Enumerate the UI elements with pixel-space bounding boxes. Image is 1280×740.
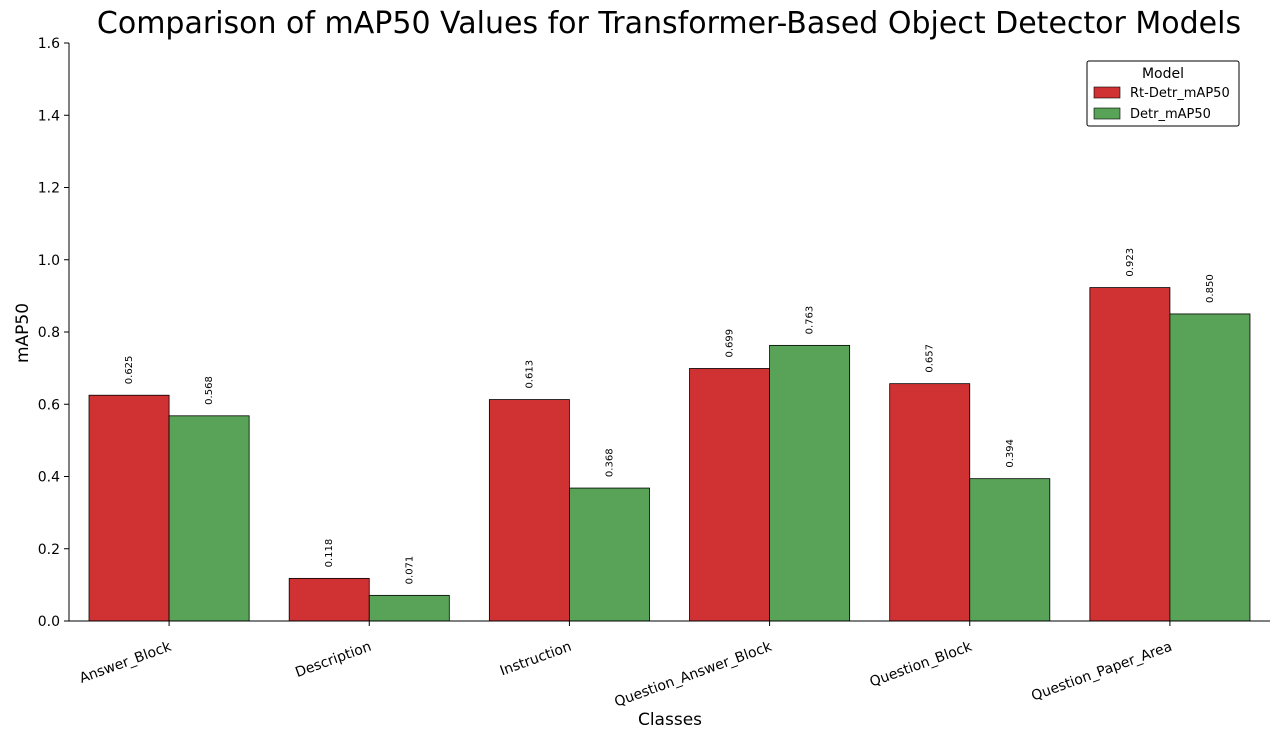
y-axis-label: mAP50	[13, 303, 33, 363]
y-tick-label: 1.6	[38, 36, 60, 52]
y-tick-label: 0.8	[38, 325, 60, 341]
bar-detr-instruction	[569, 487, 650, 622]
bar-value-label: 0.850	[1205, 274, 1216, 303]
y-tick-label: 1.0	[38, 253, 60, 269]
x-axis: Answer_Block Description Instruction Questi…	[77, 621, 1174, 711]
bar-value-label: 0.394	[1005, 439, 1016, 468]
bar-detr-answer_block	[168, 415, 250, 622]
bar-value-label: 0.657	[925, 344, 936, 373]
legend-label-rt-detr: Rt-Detr_mAP50	[1130, 86, 1230, 101]
bar-value-label: 0.568	[204, 376, 215, 405]
bar-rt-detr-question_block	[889, 383, 971, 622]
chart-title: Comparison of mAP50 Values for Transform…	[97, 6, 1241, 41]
bar-value-label: 0.923	[1125, 248, 1136, 277]
bar-rt-detr-answer_block	[88, 394, 170, 622]
x-axis-label: Classes	[638, 710, 702, 730]
y-tick-label: 0.4	[38, 470, 60, 486]
bar-rt-detr-instruction	[488, 399, 570, 622]
bar-value-label: 0.763	[805, 306, 816, 335]
bar-rt-detr-description	[288, 577, 370, 622]
bar-detr-description	[368, 594, 450, 622]
bar-value-label: 0.071	[404, 556, 415, 585]
legend: Model Rt-Detr_mAP50 Detr_mAP50	[1086, 60, 1240, 127]
bar-value-label: 0.625	[124, 356, 135, 385]
x-tick-label: Description	[293, 639, 373, 681]
legend-swatch-rt-detr	[1093, 86, 1121, 99]
bars-group	[88, 287, 1251, 622]
bar-value-label: 0.368	[604, 448, 615, 477]
y-tick-label: 0.6	[38, 397, 60, 413]
bar-rt-detr-question_paper_area	[1089, 287, 1171, 622]
y-tick-label: 0.2	[38, 542, 60, 558]
bar-value-label: 0.613	[524, 360, 535, 389]
bar-value-label: 0.118	[324, 539, 335, 568]
legend-title: Model	[1142, 66, 1184, 82]
bar-detr-question_answer_block	[769, 344, 851, 622]
legend-box	[1086, 60, 1240, 127]
y-axis: 0.0 0.2 0.4 0.6 0.8 1.0 1.2 1.4 1.6	[38, 36, 69, 630]
x-tick-label: Answer_Block	[77, 638, 174, 686]
x-tick-label: Question_Block	[868, 638, 975, 690]
y-tick-label: 1.2	[38, 181, 60, 197]
y-tick-label: 0.0	[38, 614, 60, 630]
x-tick-label: Question_Answer_Block	[612, 638, 774, 710]
bar-value-label: 0.699	[725, 329, 736, 358]
x-tick-label: Question_Paper_Area	[1029, 639, 1174, 705]
value-labels-group: 0.625 0.568 0.118 0.071 0.613 0.368 0.699 0.763…	[124, 248, 1216, 584]
legend-label-detr: Detr_mAP50	[1130, 107, 1211, 122]
legend-swatch-detr	[1093, 107, 1121, 120]
y-tick-label: 1.4	[38, 108, 60, 124]
bar-detr-question_block	[969, 478, 1051, 622]
bar-rt-detr-question_answer_block	[689, 368, 770, 622]
x-tick-label: Instruction	[498, 639, 574, 680]
bar-detr-question_paper_area	[1169, 313, 1251, 622]
